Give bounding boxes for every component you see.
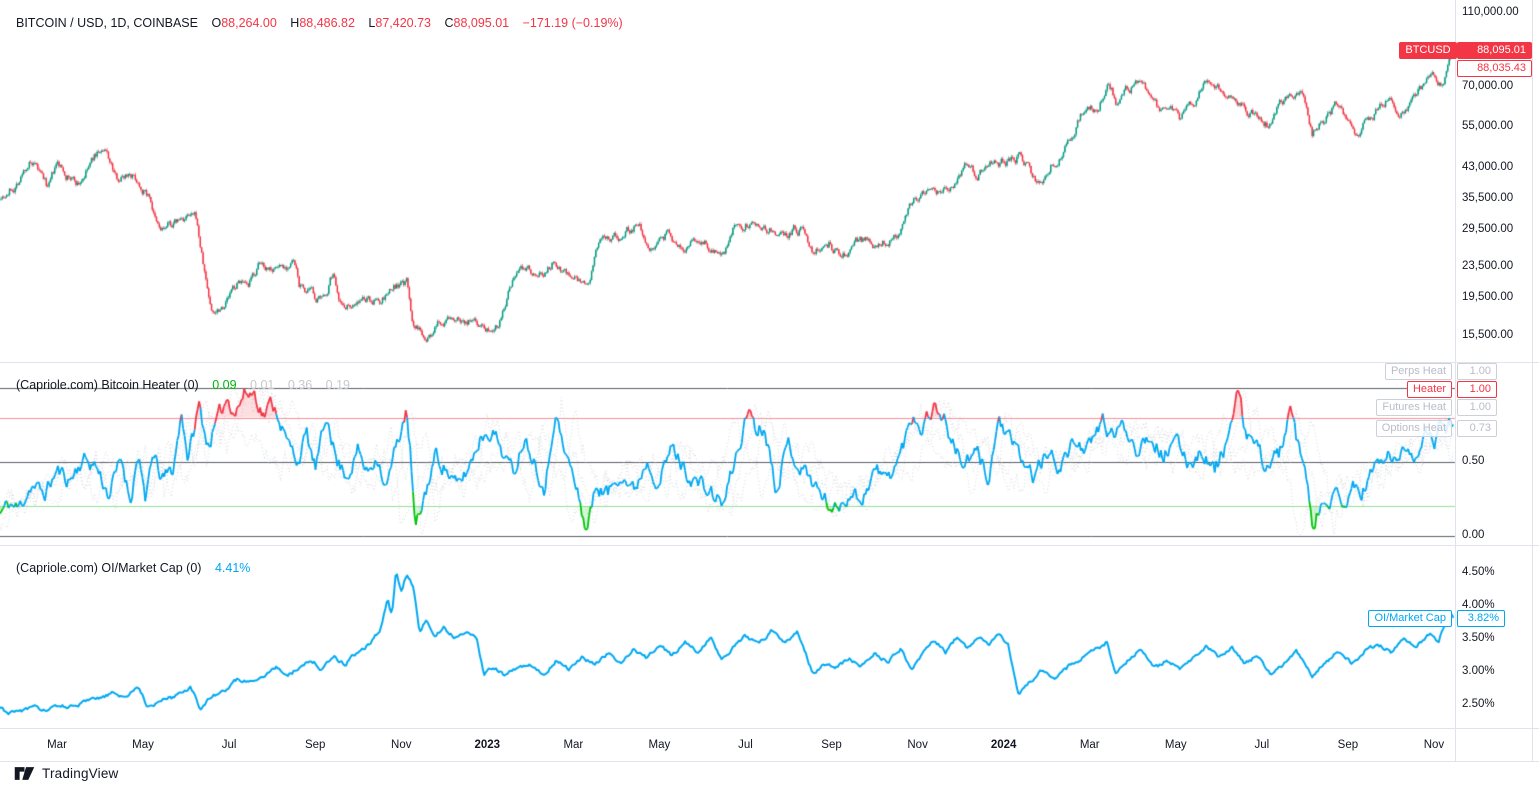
ohlc-close: C88,095.01 [444,16,509,30]
heater-value-4: 0.19 [325,378,351,392]
time-axis-tick: 2024 [990,739,1017,751]
time-axis-tick: Mar [563,739,584,751]
time-axis-tick: May [648,739,671,751]
axis-tick: 43,000.00 [1462,160,1514,173]
time-axis-tick: Nov [1423,739,1445,751]
axis-tick: 3.00% [1462,665,1495,677]
options-heat-label[interactable]: Options Heat [1375,420,1452,437]
heater-title[interactable]: (Capriole.com) Bitcoin Heater (0) [16,378,199,392]
axis-tick: 29,500.00 [1462,222,1514,235]
low-label: L [368,16,376,30]
heater-series-label[interactable]: Heater [1406,381,1452,398]
panel-divider-2[interactable] [0,545,1539,546]
axis-tick: 23,500.00 [1462,260,1514,273]
time-axis-tick: Jul [738,739,753,751]
oi-legend: (Capriole.com) OI/Market Cap (0) 4.41% [16,561,250,575]
high-value: 88,486.82 [299,16,355,30]
heater-value-3: 0.36 [287,378,313,392]
ohlc-high: H88,486.82 [290,16,355,30]
axis-tick: 2.50% [1462,698,1495,710]
panel-divider-1[interactable] [0,362,1539,363]
time-axis-tick: Nov [907,739,928,751]
prev-close-badge[interactable]: 88,035.43 [1457,60,1532,77]
axis-tick: 55,000.00 [1462,120,1514,132]
footer-divider [0,761,1539,762]
open-value: 88,264.00 [221,16,277,30]
time-axis-tick: Mar [1079,739,1100,751]
axis-tick: 4.50% [1462,566,1495,578]
time-axis-tick: Jul [221,739,237,751]
time-axis-tick: Sep [821,739,842,751]
futures-heat-value: 1.00 [1457,399,1497,416]
time-axis-tick: Jul [1254,739,1270,751]
axis-tick: 19,500.00 [1462,291,1514,304]
open-label: O [211,16,222,30]
oi-value: 4.41% [214,561,251,575]
heater-series-value: 1.00 [1457,381,1497,398]
axis-tick: 15,500.00 [1462,328,1514,341]
axis-tick: 0.00 [1462,529,1485,541]
heater-legend: (Capriole.com) Bitcoin Heater (0) 0.09 0… [16,378,350,392]
time-axis-tick: May [1164,739,1187,751]
oi-title[interactable]: (Capriole.com) OI/Market Cap (0) [16,561,202,575]
time-axis-tick: Mar [47,739,67,751]
close-label: C [444,16,454,30]
symbol-header: BITCOIN / USD, 1D, COINBASE O88,264.00 H… [16,16,623,30]
futures-heat-label[interactable]: Futures Heat [1376,399,1452,416]
oi-series-label[interactable]: OI/Market Cap [1368,610,1452,627]
last-price-badge[interactable]: 88,095.01 [1457,42,1532,59]
ohlc-open: O88,264.00 [211,16,276,30]
high-label: H [290,16,300,30]
time-axis-tick: Nov [391,739,412,751]
tradingview-brand-text[interactable]: TradingView [42,766,119,781]
perps-heat-value: 1.00 [1457,363,1497,380]
price-scale-divider[interactable] [1455,0,1456,762]
options-heat-value: 0.73 [1457,420,1497,437]
oi-series-value: 3.82% [1457,610,1505,627]
time-axis-tick: Sep [304,739,326,751]
time-axis-tick: 2023 [474,739,501,751]
perps-heat-label[interactable]: Perps Heat [1384,363,1452,380]
close-value: 88,095.01 [453,16,510,30]
axis-tick: 3.50% [1462,632,1495,644]
ohlc-low: L87,420.73 [368,16,431,30]
low-value: 87,420.73 [375,16,431,30]
symbol-flag-badge[interactable]: BTCUSD [1399,42,1457,59]
time-axis-tick: Sep [1337,739,1359,751]
axis-tick: 110,000.00 [1462,5,1519,18]
right-edge-divider [1532,0,1533,762]
axis-tick: 4.00% [1462,599,1495,611]
footer: TradingView [14,766,119,781]
tradingview-logo-icon[interactable] [14,766,35,781]
time-axis-tick: May [132,739,154,751]
axis-tick: 70,000.00 [1462,80,1514,93]
symbol-title[interactable]: BITCOIN / USD, 1D, COINBASE [16,16,198,30]
heater-value-2: 0.01 [250,378,275,392]
heater-value: 0.09 [212,378,237,392]
axis-tick: 35,500.00 [1462,192,1514,205]
time-axis-divider [0,728,1539,729]
axis-tick: 0.50 [1462,455,1485,467]
change-value: −171.19 (−0.19%) [522,16,623,30]
